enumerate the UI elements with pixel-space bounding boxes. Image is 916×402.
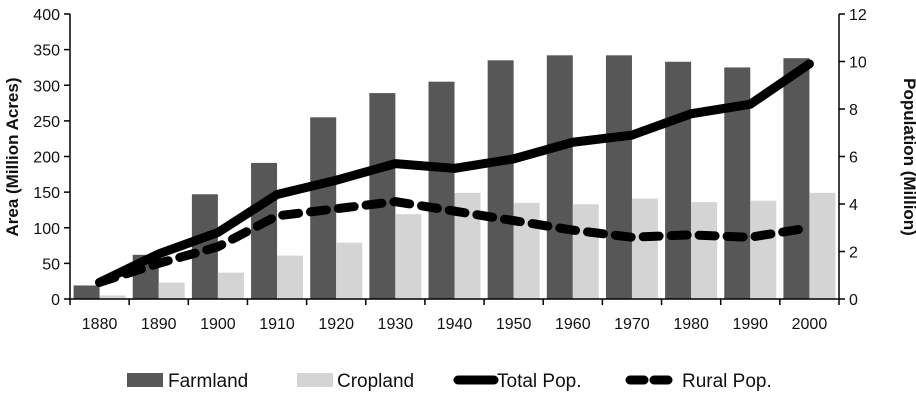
y-left-tick-300: 300 (33, 78, 60, 95)
bar-cropland-1910 (277, 255, 304, 299)
legend-label-cropland: Cropland (337, 371, 414, 392)
x-tick-1880: 1880 (82, 316, 118, 333)
line-rural-pop (95, 197, 814, 287)
x-tick-1930: 1930 (378, 316, 414, 333)
y-left-tick-200: 200 (33, 150, 60, 167)
bar-farmland-2000 (783, 58, 810, 299)
bar-farmland-1960 (546, 55, 573, 300)
bar-cropland-1880 (99, 295, 126, 299)
x-tick-2000: 2000 (792, 316, 828, 333)
axes-layer (64, 13, 845, 305)
y-left-tick-150: 150 (33, 185, 60, 202)
legend-label-farmland: Farmland (168, 371, 248, 392)
bar-cropland-1990 (750, 200, 777, 299)
x-tick-1960: 1960 (555, 316, 591, 333)
bar-cropland-1890 (158, 282, 185, 299)
line-total-pop (95, 59, 814, 287)
y-left-tick-0: 0 (51, 292, 60, 309)
y-left-tick-350: 350 (33, 43, 60, 60)
y-right-tick-0: 0 (849, 292, 858, 309)
bar-farmland-1970 (605, 55, 632, 300)
bar-cropland-1980 (691, 202, 718, 299)
bar-cropland-1920 (336, 242, 363, 299)
x-tick-1920: 1920 (318, 316, 354, 333)
x-tick-1990: 1990 (732, 316, 768, 333)
legend-label-total-pop: Total Pop. (497, 371, 582, 392)
bar-farmland-1980 (665, 61, 692, 299)
bar-cropland-1970 (631, 198, 658, 299)
y-right-tick-10: 10 (849, 55, 867, 72)
bar-cropland-1900 (217, 272, 244, 299)
y-axis-left-title: Area (Million Acres) (3, 77, 22, 236)
x-tick-1890: 1890 (141, 316, 177, 333)
x-tick-1980: 1980 (673, 316, 709, 333)
legend: Farmland Cropland Total Pop. Rural Pop. (127, 371, 772, 392)
bar-cropland-1960 (572, 204, 599, 299)
bar-farmland-1940 (428, 81, 455, 299)
legend-label-rural-pop: Rural Pop. (682, 371, 772, 392)
lines-layer (95, 59, 814, 287)
y-right-tick-2: 2 (849, 245, 858, 262)
y-right-tick-12: 12 (849, 7, 867, 24)
x-tick-1970: 1970 (614, 316, 650, 333)
legend-swatch-farmland (127, 373, 163, 387)
bars-layer (73, 55, 836, 300)
x-tick-1900: 1900 (200, 316, 236, 333)
bar-farmland-1910 (251, 162, 278, 299)
x-tick-1910: 1910 (259, 316, 295, 333)
y-left-tick-50: 50 (42, 256, 60, 273)
bar-farmland-1930 (369, 93, 396, 300)
bar-farmland-1880 (73, 285, 100, 299)
ticks-layer: 0 50 100 150 200 250 300 350 400 0 2 4 6 8 10 12 1880 189… (33, 7, 867, 333)
bar-farmland-1950 (487, 60, 514, 299)
y-right-tick-6: 6 (849, 150, 858, 167)
x-tick-1950: 1950 (496, 316, 532, 333)
y-left-tick-400: 400 (33, 7, 60, 24)
bar-cropland-2000 (809, 192, 836, 299)
y-left-tick-250: 250 (33, 114, 60, 131)
y-left-tick-100: 100 (33, 221, 60, 238)
y-right-tick-8: 8 (849, 102, 858, 119)
bar-cropland-1930 (395, 214, 422, 299)
x-tick-1940: 1940 (437, 316, 473, 333)
legend-swatch-cropland (297, 373, 333, 387)
y-right-tick-4: 4 (849, 197, 858, 214)
y-axis-right-title: Population (Million) (900, 78, 916, 236)
